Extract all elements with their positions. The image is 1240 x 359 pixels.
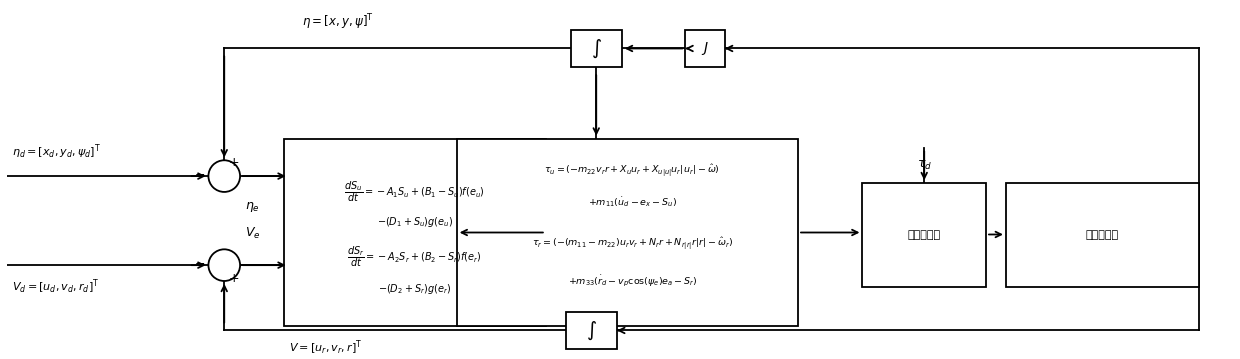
Circle shape (208, 160, 241, 192)
Bar (686, 30, 725, 67)
Text: $V_d=[u_d,v_d,r_d]^{\mathrm{T}}$: $V_d=[u_d,v_d,r_d]^{\mathrm{T}}$ (11, 278, 99, 296)
Text: $\dfrac{dS_u}{dt}=-A_1S_u+(B_1-S_u)f(e_u)$: $\dfrac{dS_u}{dt}=-A_1S_u+(B_1-S_u)f(e_u… (345, 179, 485, 204)
Text: $\eta=[x,y,\psi]^{\mathrm{T}}$: $\eta=[x,y,\psi]^{\mathrm{T}}$ (303, 12, 374, 32)
Text: $\dfrac{dS_r}{dt}=-A_2S_r+(B_2-S_r)f(e_r)$: $\dfrac{dS_r}{dt}=-A_2S_r+(B_2-S_r)f(e_r… (347, 244, 482, 269)
Text: 动力学模型: 动力学模型 (908, 230, 941, 240)
Text: $\eta_d=[x_d,y_d,\psi_d]^{\mathrm{T}}$: $\eta_d=[x_d,y_d,\psi_d]^{\mathrm{T}}$ (11, 142, 100, 161)
Text: $+$: $+$ (228, 156, 239, 169)
Text: 运动学模型: 运动学模型 (1086, 230, 1118, 240)
Text: $+$: $+$ (228, 272, 239, 285)
Bar (862, 183, 986, 287)
Text: $V_e$: $V_e$ (246, 226, 260, 241)
Text: $-$: $-$ (195, 257, 206, 270)
Text: $+m_{11}(\dot{u}_d-e_x-S_u)$: $+m_{11}(\dot{u}_d-e_x-S_u)$ (588, 196, 677, 209)
Text: $\tau_u=(-m_{22}v_rr+X_uu_r+X_{u|u|}u_r|u_r|-\hat{\omega})$: $\tau_u=(-m_{22}v_rr+X_uu_r+X_{u|u|}u_r|… (544, 162, 720, 179)
Text: $\tau_r=(-(m_{11}-m_{22})u_rv_r+N_rr+N_{r|r|}r|r|-\hat{\omega}_r)$: $\tau_r=(-(m_{11}-m_{22})u_rv_r+N_rr+N_{… (532, 236, 733, 252)
Bar (1006, 183, 1199, 287)
Text: $\int$: $\int$ (585, 319, 596, 342)
Text: $J$: $J$ (701, 40, 709, 57)
Bar (565, 312, 618, 349)
Text: $\tau_d$: $\tau_d$ (916, 159, 931, 172)
Text: $\eta_e$: $\eta_e$ (246, 200, 260, 214)
Bar (456, 139, 799, 326)
Text: $\int$: $\int$ (590, 37, 601, 60)
Text: $-(D_1+S_u)g(e_u)$: $-(D_1+S_u)g(e_u)$ (377, 215, 453, 229)
Bar (284, 139, 546, 326)
Bar (570, 30, 622, 67)
Text: $+m_{33}(\dot{r}_d-v_p\cos(\psi_e)e_a-S_r)$: $+m_{33}(\dot{r}_d-v_p\cos(\psi_e)e_a-S_… (568, 274, 697, 289)
Circle shape (208, 249, 241, 281)
Text: $-(D_2+S_r)g(e_r)$: $-(D_2+S_r)g(e_r)$ (378, 282, 451, 296)
Text: $V=[u_r,v_r,r]^{\mathrm{T}}$: $V=[u_r,v_r,r]^{\mathrm{T}}$ (289, 339, 362, 358)
Text: $-$: $-$ (195, 168, 206, 181)
